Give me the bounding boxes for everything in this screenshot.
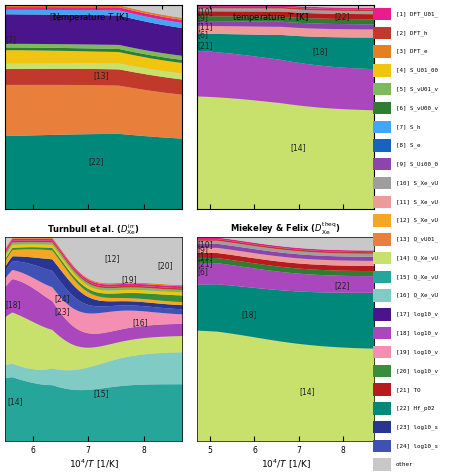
Text: [15] Q_Xe_vU: [15] Q_Xe_vU (395, 274, 438, 280)
Text: [11]: [11] (198, 252, 213, 261)
FancyBboxPatch shape (373, 8, 392, 20)
X-axis label: $10^4/T$ [1/K]: $10^4/T$ [1/K] (261, 457, 310, 471)
Text: [13] Q_vU01_: [13] Q_vU01_ (395, 237, 438, 242)
Text: [22]: [22] (335, 12, 350, 21)
Text: [4] S_U01_00: [4] S_U01_00 (395, 68, 438, 73)
Text: [11]: [11] (198, 22, 213, 31)
FancyBboxPatch shape (373, 64, 392, 77)
Text: [22]: [22] (88, 157, 103, 166)
FancyBboxPatch shape (373, 440, 392, 452)
Title: Turnbull et al. ($D_{\mathrm{Xe}}^{\mathrm{irr}}$): Turnbull et al. ($D_{\mathrm{Xe}}^{\math… (47, 222, 140, 237)
Text: [6] S_vU00_v: [6] S_vU00_v (395, 105, 438, 111)
FancyBboxPatch shape (373, 271, 392, 283)
FancyBboxPatch shape (373, 139, 392, 152)
FancyBboxPatch shape (373, 46, 392, 58)
Text: other: other (395, 462, 413, 467)
Text: [24]: [24] (55, 294, 70, 302)
Text: [23]: [23] (55, 307, 70, 316)
FancyBboxPatch shape (373, 102, 392, 114)
Text: [5] S_vU01_v: [5] S_vU01_v (395, 86, 438, 92)
Text: [20] log10_v: [20] log10_v (395, 368, 438, 374)
Text: [23] log10_s: [23] log10_s (395, 424, 438, 430)
Text: [14] Q_Xe_vU: [14] Q_Xe_vU (395, 255, 438, 261)
FancyBboxPatch shape (373, 214, 392, 227)
FancyBboxPatch shape (373, 421, 392, 433)
Text: [21] TO: [21] TO (395, 387, 420, 392)
Text: temperature $T$ [K]: temperature $T$ [K] (52, 11, 128, 24)
FancyBboxPatch shape (373, 83, 392, 95)
Text: [7] S_h: [7] S_h (395, 124, 420, 129)
FancyBboxPatch shape (373, 365, 392, 377)
FancyBboxPatch shape (373, 233, 392, 246)
Text: [17] log10_v: [17] log10_v (395, 312, 438, 317)
Text: [14]: [14] (299, 387, 315, 396)
Text: [9]: [9] (198, 13, 209, 22)
Text: [24] log10_s: [24] log10_s (395, 443, 438, 449)
Text: [10]: [10] (198, 240, 213, 249)
Text: [2]: [2] (49, 12, 60, 21)
FancyBboxPatch shape (373, 27, 392, 39)
Text: [22] Hf_p02: [22] Hf_p02 (395, 406, 434, 411)
Text: [21]: [21] (198, 41, 213, 50)
FancyBboxPatch shape (373, 158, 392, 171)
Text: [16] Q_Xe_vU: [16] Q_Xe_vU (395, 293, 438, 299)
FancyBboxPatch shape (373, 383, 392, 396)
Text: [8] S_e: [8] S_e (395, 143, 420, 148)
Text: [20]: [20] (157, 261, 173, 270)
Text: [2] DFT_h: [2] DFT_h (395, 30, 427, 36)
Text: [13]: [13] (94, 72, 109, 81)
Text: [6]: [6] (198, 30, 209, 39)
Text: [11] S_Xe_vU: [11] S_Xe_vU (395, 199, 438, 205)
FancyBboxPatch shape (373, 346, 392, 358)
FancyBboxPatch shape (373, 120, 392, 133)
Text: [9] S_Ui00_0: [9] S_Ui00_0 (395, 162, 438, 167)
FancyBboxPatch shape (373, 177, 392, 189)
FancyBboxPatch shape (373, 308, 392, 321)
Text: [18]: [18] (6, 300, 21, 309)
Text: [15]: [15] (94, 390, 109, 399)
FancyBboxPatch shape (373, 327, 392, 339)
Text: [18] log10_v: [18] log10_v (395, 330, 438, 336)
Text: [7]: [7] (6, 35, 17, 44)
FancyBboxPatch shape (373, 290, 392, 302)
FancyBboxPatch shape (373, 402, 392, 415)
Text: [1] DFT_U01_: [1] DFT_U01_ (395, 11, 438, 17)
X-axis label: $10^4/T$ [1/K]: $10^4/T$ [1/K] (69, 457, 118, 471)
Text: [16]: [16] (133, 318, 148, 327)
FancyBboxPatch shape (373, 252, 392, 264)
Text: [3] DFT_e: [3] DFT_e (395, 49, 427, 55)
Text: [12]: [12] (105, 254, 120, 263)
Text: [22]: [22] (335, 282, 350, 291)
Title: Miekeley & Felix ($D_{\mathrm{Xe}}^{\mathrm{theq}}$): Miekeley & Felix ($D_{\mathrm{Xe}}^{\mat… (230, 221, 341, 237)
Text: [14]: [14] (8, 398, 23, 407)
Text: [18]: [18] (241, 310, 256, 319)
FancyBboxPatch shape (373, 458, 392, 471)
Text: [6]: [6] (198, 267, 209, 276)
Text: [10] S_Xe_vU: [10] S_Xe_vU (395, 180, 438, 186)
Text: [19]: [19] (121, 275, 137, 284)
Text: temperature $T$ [K]: temperature $T$ [K] (232, 11, 309, 24)
FancyBboxPatch shape (373, 196, 392, 208)
Text: [9]: [9] (198, 245, 209, 254)
Text: [18]: [18] (312, 47, 328, 56)
Text: [14]: [14] (290, 143, 306, 152)
Text: [21]: [21] (198, 259, 213, 268)
Text: [10]: [10] (198, 8, 213, 17)
Text: [12] S_Xe_vU: [12] S_Xe_vU (395, 218, 438, 223)
Text: [19] log10_v: [19] log10_v (395, 349, 438, 355)
